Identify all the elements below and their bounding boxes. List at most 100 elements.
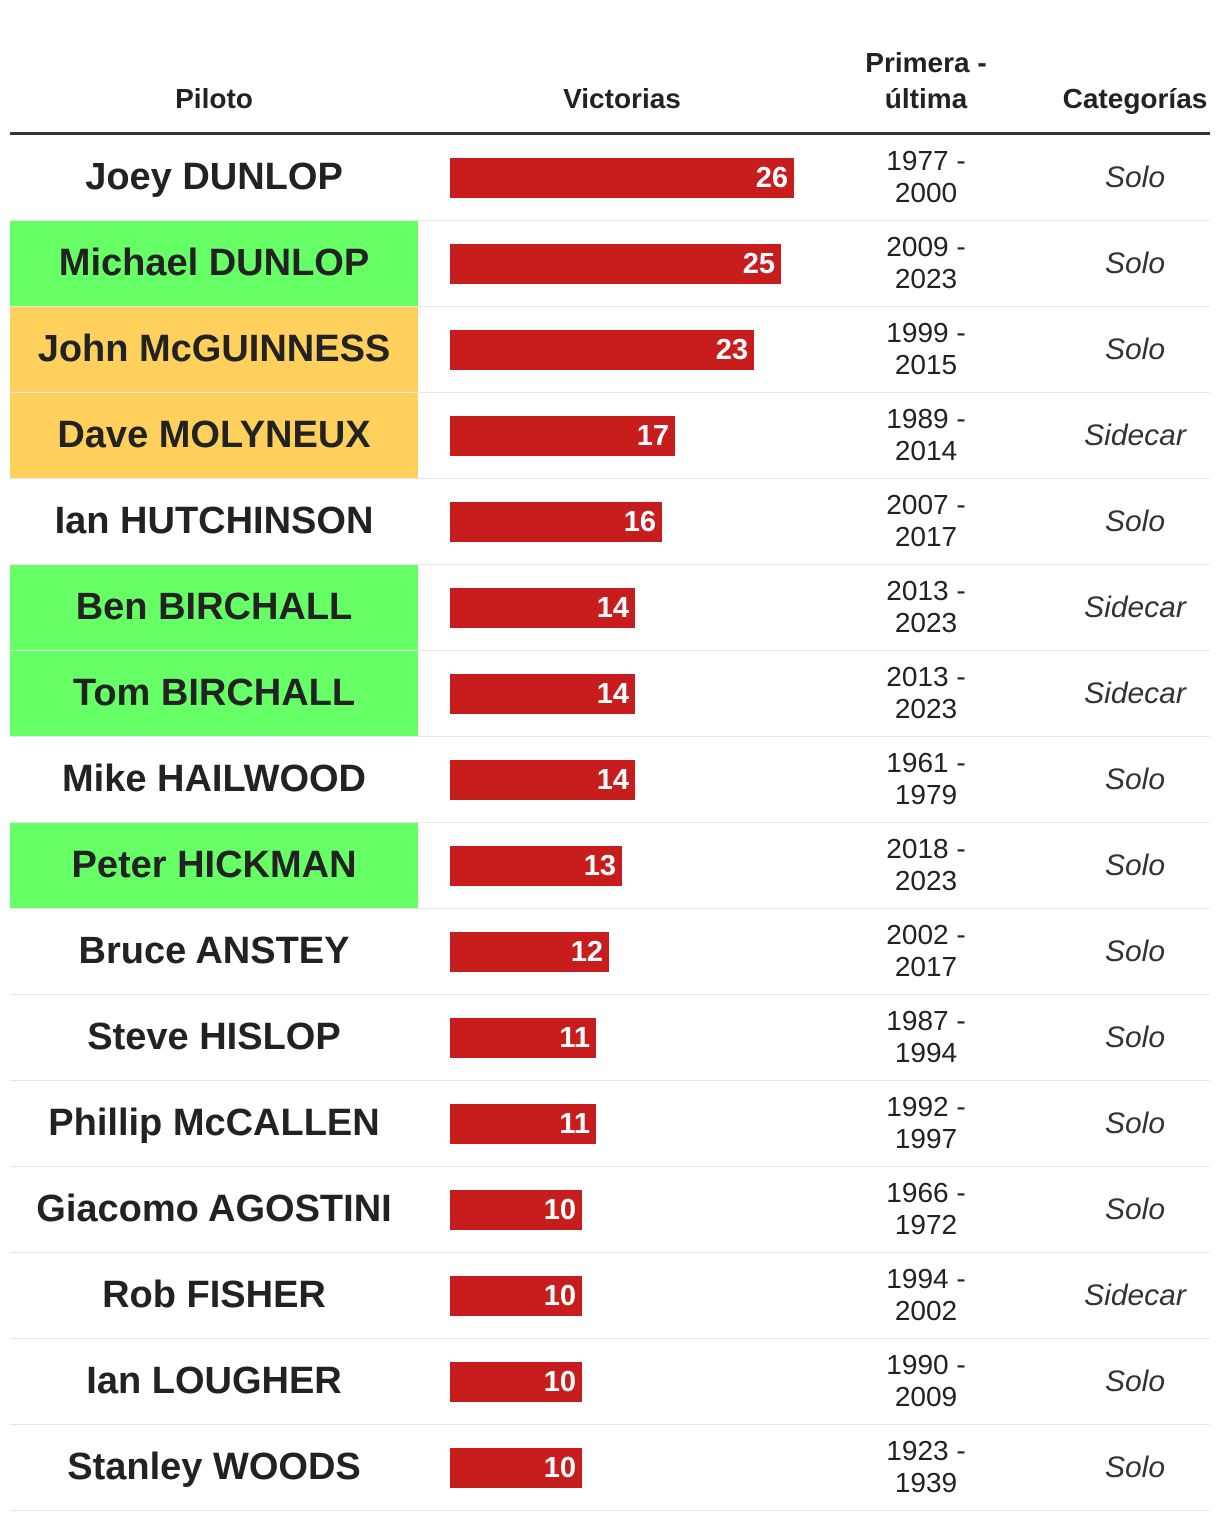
pilot-name: Rob FISHER (102, 1274, 326, 1316)
wins-value-label: 17 (636, 420, 669, 452)
table-row: Dave MOLYNEUX 17 1989 -2014 Sidecar (10, 393, 1210, 479)
column-header-years-line1: Primera - (865, 47, 987, 78)
table-row: Ian HUTCHINSON 16 2007 -2017 Solo (10, 479, 1210, 565)
first-year: 1923 - (886, 1435, 966, 1466)
years-range: 2002 -2017 (830, 919, 1022, 983)
pilot-name: Bruce ANSTEY (78, 930, 350, 972)
table-row: Mike HAILWOOD 14 1961 -1979 Solo (10, 737, 1210, 823)
table-row: Bruce ANSTEY 12 2002 -2017 Solo (10, 909, 1210, 995)
table-row: Stanley WOODS 10 1923 -1939 Solo (10, 1425, 1210, 1511)
category: Solo (1104, 1192, 1166, 1226)
category: Solo (1104, 762, 1166, 796)
wins-bar: 11 (450, 1104, 596, 1144)
last-year: 2015 (894, 349, 958, 380)
table-row: Michael DUNLOP 25 2009 -2023 Solo (10, 221, 1210, 307)
wins-bar: 17 (450, 416, 675, 456)
wins-value-label: 11 (559, 1108, 590, 1140)
category: Sidecar (1084, 676, 1186, 710)
category: Sidecar (1084, 590, 1186, 624)
years-range: 1966 -1972 (830, 1177, 1022, 1241)
category: Solo (1104, 160, 1166, 194)
last-year: 2017 (894, 521, 958, 552)
wins-value-label: 23 (715, 334, 748, 366)
wins-table: Piloto Victorias Primera - última Catego… (10, 0, 1210, 1511)
pilot-name: Mike HAILWOOD (61, 758, 367, 800)
years-range: 1977 -2000 (830, 145, 1022, 209)
pilot-name: Peter HICKMAN (10, 823, 418, 908)
years-range: 2007 -2017 (830, 489, 1022, 553)
last-year: 2017 (894, 951, 958, 982)
last-year: 2023 (894, 693, 958, 724)
first-year: 1977 - (886, 145, 966, 176)
category: Solo (1104, 1106, 1166, 1140)
years-range: 2013 -2023 (830, 661, 1022, 725)
wins-value-label: 14 (596, 592, 629, 624)
pilot-name: Phillip McCALLEN (48, 1102, 380, 1144)
wins-bar: 14 (450, 588, 635, 628)
wins-bar: 16 (450, 502, 662, 542)
first-year: 2009 - (886, 231, 966, 262)
wins-bar: 14 (450, 760, 635, 800)
category: Solo (1104, 332, 1166, 366)
table-header: Piloto Victorias Primera - última Catego… (10, 0, 1210, 135)
last-year: 2009 (894, 1381, 958, 1412)
table-body: Joey DUNLOP 26 1977 -2000 Solo Michael DUNLO… (10, 135, 1210, 1511)
pilot-name: John McGUINNESS (10, 307, 418, 392)
first-year: 1987 - (886, 1005, 966, 1036)
pilot-name: Stanley WOODS (67, 1446, 361, 1488)
table-row: Giacomo AGOSTINI 10 1966 -1972 Solo (10, 1167, 1210, 1253)
wins-value-label: 14 (596, 678, 629, 710)
wins-bar: 10 (450, 1190, 582, 1230)
years-range: 1999 -2015 (830, 317, 1022, 381)
first-year: 1989 - (886, 403, 966, 434)
pilot-name: Ian HUTCHINSON (54, 500, 374, 542)
first-year: 2018 - (886, 833, 966, 864)
wins-bar: 23 (450, 330, 754, 370)
wins-value-label: 16 (623, 506, 656, 538)
first-year: 2002 - (886, 919, 966, 950)
last-year: 2002 (894, 1295, 958, 1326)
table-row: Joey DUNLOP 26 1977 -2000 Solo (10, 135, 1210, 221)
category: Solo (1104, 1450, 1166, 1484)
pilot-name: Ben BIRCHALL (10, 565, 418, 650)
column-header-category: Categorías (1062, 83, 1208, 114)
last-year: 2023 (894, 865, 958, 896)
column-header-years-line2: última (884, 83, 968, 114)
wins-value-label: 10 (543, 1280, 576, 1312)
pilot-name: Tom BIRCHALL (10, 651, 418, 736)
column-header-pilot: Piloto (175, 83, 253, 114)
wins-value-label: 10 (543, 1452, 576, 1484)
wins-bar: 13 (450, 846, 622, 886)
first-year: 2013 - (886, 661, 966, 692)
wins-value-label: 10 (543, 1194, 576, 1226)
first-year: 1990 - (886, 1349, 966, 1380)
category: Solo (1104, 848, 1166, 882)
pilot-name: Michael DUNLOP (10, 221, 418, 306)
wins-value-label: 11 (559, 1022, 590, 1054)
wins-value-label: 13 (583, 850, 616, 882)
pilot-name: Steve HISLOP (87, 1016, 341, 1058)
last-year: 2000 (894, 177, 958, 208)
last-year: 1972 (894, 1209, 958, 1240)
last-year: 2023 (894, 607, 958, 638)
wins-bar: 25 (450, 244, 781, 284)
table-row: Rob FISHER 10 1994 -2002 Sidecar (10, 1253, 1210, 1339)
last-year: 1994 (894, 1037, 958, 1068)
years-range: 2009 -2023 (830, 231, 1022, 295)
years-range: 2013 -2023 (830, 575, 1022, 639)
wins-value-label: 10 (543, 1366, 576, 1398)
pilot-name: Giacomo AGOSTINI (36, 1188, 392, 1230)
years-range: 1992 -1997 (830, 1091, 1022, 1155)
category: Solo (1104, 1020, 1166, 1054)
table-row: Ian LOUGHER 10 1990 -2009 Solo (10, 1339, 1210, 1425)
last-year: 2023 (894, 263, 958, 294)
category: Solo (1104, 246, 1166, 280)
table-row: Peter HICKMAN 13 2018 -2023 Solo (10, 823, 1210, 909)
last-year: 1979 (894, 779, 958, 810)
first-year: 1992 - (886, 1091, 966, 1122)
wins-bar: 10 (450, 1362, 582, 1402)
last-year: 2014 (894, 435, 958, 466)
years-range: 1961 -1979 (830, 747, 1022, 811)
table-row: Steve HISLOP 11 1987 -1994 Solo (10, 995, 1210, 1081)
column-header-wins: Victorias (563, 83, 681, 114)
